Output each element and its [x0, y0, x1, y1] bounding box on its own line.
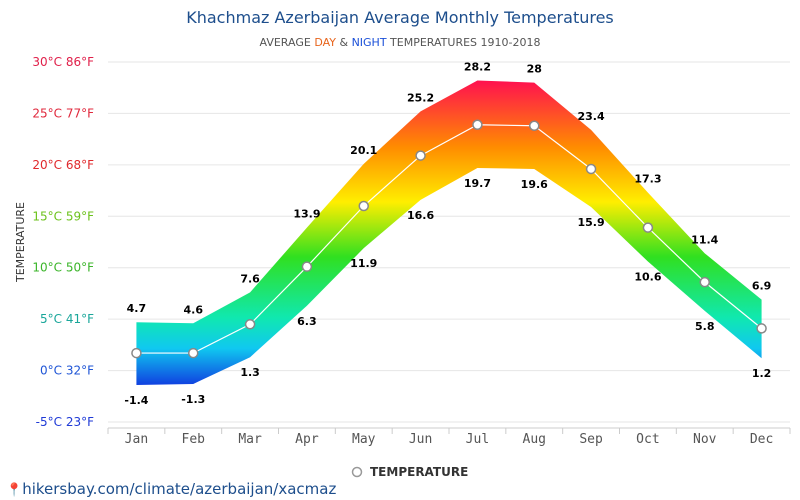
night-value-label: 19.6 [521, 178, 548, 191]
subtitle-day: DAY [314, 36, 336, 49]
data-labels: 4.7 4.6 7.6 13.9 20.1 25.2 28.2 28 23.4 17.3 11.4 6… [124, 61, 771, 407]
day-value-label: 23.4 [578, 110, 605, 123]
y-axis-label: TEMPERATURE [14, 202, 27, 283]
x-tick-label: Jul [466, 432, 489, 447]
day-value-label: 28.2 [464, 61, 491, 74]
mean-temperature-point[interactable] [585, 163, 597, 175]
legend-marker [351, 466, 363, 478]
subtitle-amp: & [335, 36, 352, 49]
night-value-label: 6.3 [297, 315, 317, 328]
mean-temperature-point[interactable] [301, 261, 313, 272]
day-value-label: 20.1 [350, 144, 377, 157]
night-value-label: 10.6 [634, 271, 661, 284]
source-link-text: hikersbay.com/climate/azerbaijan/xacmaz [22, 480, 337, 498]
y-tick-label: 0°C 32°F [40, 364, 94, 378]
temperature-band [136, 80, 762, 385]
x-tick-label: Apr [295, 432, 319, 447]
mean-temperature-line [136, 124, 762, 354]
night-value-label: 16.6 [407, 209, 434, 222]
y-tick-label: 25°C 77°F [32, 106, 94, 120]
day-value-label: 13.9 [293, 208, 320, 221]
night-value-label: 1.2 [752, 367, 772, 380]
subtitle-prefix: AVERAGE [259, 36, 315, 49]
x-tick-label: Feb [182, 432, 206, 447]
x-tick-label: Dec [750, 432, 773, 447]
day-value-label: 4.6 [184, 303, 204, 316]
source-link[interactable]: 📍hikersbay.com/climate/azerbaijan/xacmaz [6, 480, 336, 498]
mean-temperature-point[interactable] [358, 200, 369, 212]
x-tick-label: Aug [523, 432, 546, 447]
day-value-label: 17.3 [634, 173, 661, 186]
day-value-label: 6.9 [752, 280, 772, 293]
night-value-label: -1.3 [181, 393, 205, 406]
mean-line-layer [131, 119, 767, 359]
x-tick-label: Sep [579, 432, 603, 447]
night-value-label: 19.7 [464, 177, 491, 190]
night-value-label: -1.4 [124, 394, 148, 407]
x-tick-label: Jan [125, 432, 148, 447]
night-value-label: 1.3 [240, 366, 260, 379]
mean-temperature-point[interactable] [529, 120, 540, 132]
day-value-label: 11.4 [691, 233, 718, 246]
y-tick-label: 15°C 59°F [32, 209, 94, 223]
mean-temperature-point[interactable] [699, 276, 710, 288]
day-night-band [136, 80, 762, 385]
mean-temperature-point[interactable] [415, 150, 426, 161]
mean-temperature-point[interactable] [244, 319, 256, 330]
y-tick-label: 10°C 50°F [32, 261, 94, 275]
legend[interactable]: TEMPERATURE [351, 465, 469, 479]
x-tick-label: Nov [693, 432, 717, 447]
mean-temperature-point[interactable] [756, 323, 767, 334]
legend-label: TEMPERATURE [370, 465, 468, 479]
day-value-label: 7.6 [240, 272, 260, 285]
x-axis-ticks: Jan Feb Mar Apr May Jun Jul Aug Sep Oct Nov Dec [107, 428, 791, 447]
x-tick-label: Mar [238, 432, 262, 447]
day-value-label: 28 [527, 63, 542, 76]
mean-temperature-point[interactable] [472, 119, 483, 130]
x-tick-label: Jun [409, 432, 432, 447]
night-value-label: 11.9 [350, 257, 377, 270]
subtitle-suffix: TEMPERATURES 1910-2018 [386, 36, 541, 49]
y-tick-label: 20°C 68°F [32, 158, 94, 172]
location-pin-icon: 📍 [6, 483, 23, 498]
mean-temperature-point[interactable] [188, 347, 199, 359]
x-tick-label: May [352, 432, 376, 447]
mean-temperature-point[interactable] [131, 347, 142, 359]
mean-temperature-point[interactable] [642, 222, 654, 233]
chart-subtitle: AVERAGE DAY & NIGHT TEMPERATURES 1910-20… [0, 36, 800, 49]
y-tick-label: -5°C 23°F [36, 415, 94, 429]
day-value-label: 4.7 [127, 302, 147, 315]
chart-title: Khachmaz Azerbaijan Average Monthly Temp… [186, 8, 614, 27]
night-value-label: 5.8 [695, 320, 715, 333]
subtitle-night: NIGHT [351, 36, 387, 49]
y-tick-label: 5°C 41°F [40, 312, 94, 326]
day-value-label: 25.2 [407, 91, 434, 104]
y-tick-label: 30°C 86°F [32, 55, 94, 69]
night-value-label: 15.9 [578, 216, 605, 229]
y-axis-ticks: -5°C 23°F 0°C 32°F 5°C 41°F 10°C 50°F 15°C 5… [32, 55, 94, 429]
x-tick-label: Oct [636, 432, 659, 447]
